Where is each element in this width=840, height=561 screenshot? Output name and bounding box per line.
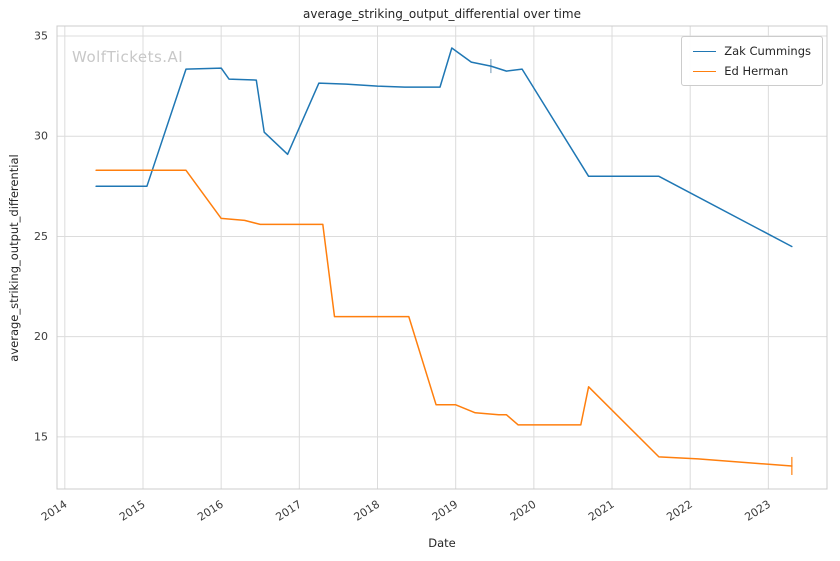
legend-label: Ed Herman <box>724 64 789 78</box>
x-axis-label: Date <box>428 536 456 550</box>
x-tick-label: 2018 <box>352 498 383 524</box>
x-tick-label: 2023 <box>742 498 773 524</box>
legend-line-swatch-blue <box>693 50 717 52</box>
watermark: WolfTickets.AI <box>72 48 184 66</box>
gridlines <box>57 26 827 489</box>
y-tick-label: 30 <box>34 130 48 143</box>
legend-item-zak-cummings: Zak Cummings <box>693 44 811 58</box>
x-tick-label: 2014 <box>39 498 70 524</box>
x-tick-label: 2021 <box>586 498 617 524</box>
y-tick-label: 25 <box>34 230 48 243</box>
legend-item-ed-herman: Ed Herman <box>693 64 811 78</box>
x-tick-label: 2017 <box>273 498 304 524</box>
y-axis-label: average_striking_output_differential <box>7 154 21 362</box>
y-tick-label: 20 <box>34 330 48 343</box>
tick-labels: 2014 2015 2016 2017 2018 2019 2020 2021 2022 2023… <box>34 30 773 524</box>
legend: Zak Cummings Ed Herman <box>681 36 823 86</box>
axes-border <box>56 25 828 490</box>
legend-label: Zak Cummings <box>724 44 811 58</box>
x-tick-label: 2015 <box>117 498 148 524</box>
x-tick-label: 2016 <box>195 498 226 524</box>
x-tick-label: 2020 <box>508 498 539 524</box>
series-line-zak-cummings <box>95 47 793 248</box>
chart-title: average_striking_output_differential ove… <box>303 7 581 21</box>
x-tick-label: 2022 <box>664 498 695 524</box>
legend-line-swatch-orange <box>693 70 717 72</box>
x-tick-label: 2019 <box>430 498 461 524</box>
series-line-ed-herman <box>95 169 793 467</box>
series-lines <box>95 47 793 475</box>
y-tick-label: 35 <box>34 30 48 43</box>
y-tick-label: 15 <box>34 430 48 443</box>
